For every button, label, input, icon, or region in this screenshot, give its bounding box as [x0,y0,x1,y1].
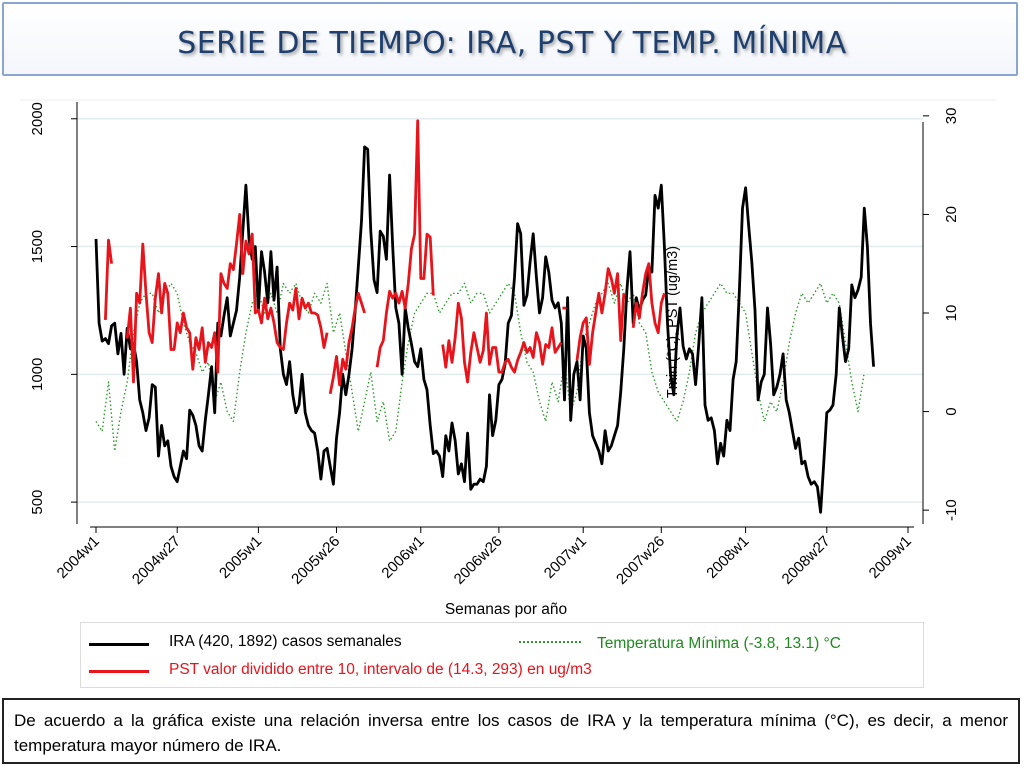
left-tick-label-1000: 1000 [29,358,46,391]
pst-segment-4 [441,301,563,384]
pst-segment-1 [125,213,329,384]
right-tick-label--10: -10 [943,499,960,521]
right-axis-title: Tmin (°C), PST (ug/m3) [665,246,681,398]
legend-ira-label: IRA (420, 1892) casos semanales [169,633,402,650]
pst-segment-7 [631,262,666,335]
pst-segment-3 [375,119,435,368]
right-tick-label-30: 30 [943,108,960,125]
conclusion-note: De acuerdo a la gráfica existe una relac… [2,698,1020,764]
left-tick-label-500: 500 [29,490,46,515]
legend-pst-label: PST valor dividido entre 10, intervalo d… [169,661,592,678]
gridlines [77,118,923,503]
right-tick-label-0: 0 [943,407,960,415]
slide-title: SERIE DE TIEMPO: IRA, PST Y TEMP. MÍNIMA [177,26,847,61]
right-tick-label-20: 20 [943,206,960,223]
pst-series [104,119,666,395]
legend-pst-swatch [89,670,149,673]
pst-segment-2 [328,291,366,395]
right-tick-label-10: 10 [943,305,960,322]
pst-segment-6 [575,267,626,366]
legend-temp-label: Temperatura Mínima (-3.8, 13.1) °C [597,635,841,652]
title-banner: SERIE DE TIEMPO: IRA, PST Y TEMP. MÍNIMA [2,2,1018,76]
temp-series [95,282,865,452]
chart-legend: IRA (420, 1892) casos semanales Temperat… [80,622,924,688]
ira-series [94,145,875,514]
x-axis-title: Semanas por año [445,601,567,618]
left-tick-label-1500: 1500 [29,230,46,263]
legend-temp-swatch [519,641,581,643]
pst-segment-0 [104,238,113,320]
ira-line [94,145,875,514]
legend-ira-swatch [89,643,149,646]
left-tick-label-2000: 2000 [29,102,46,135]
temp-min-line [95,282,865,452]
